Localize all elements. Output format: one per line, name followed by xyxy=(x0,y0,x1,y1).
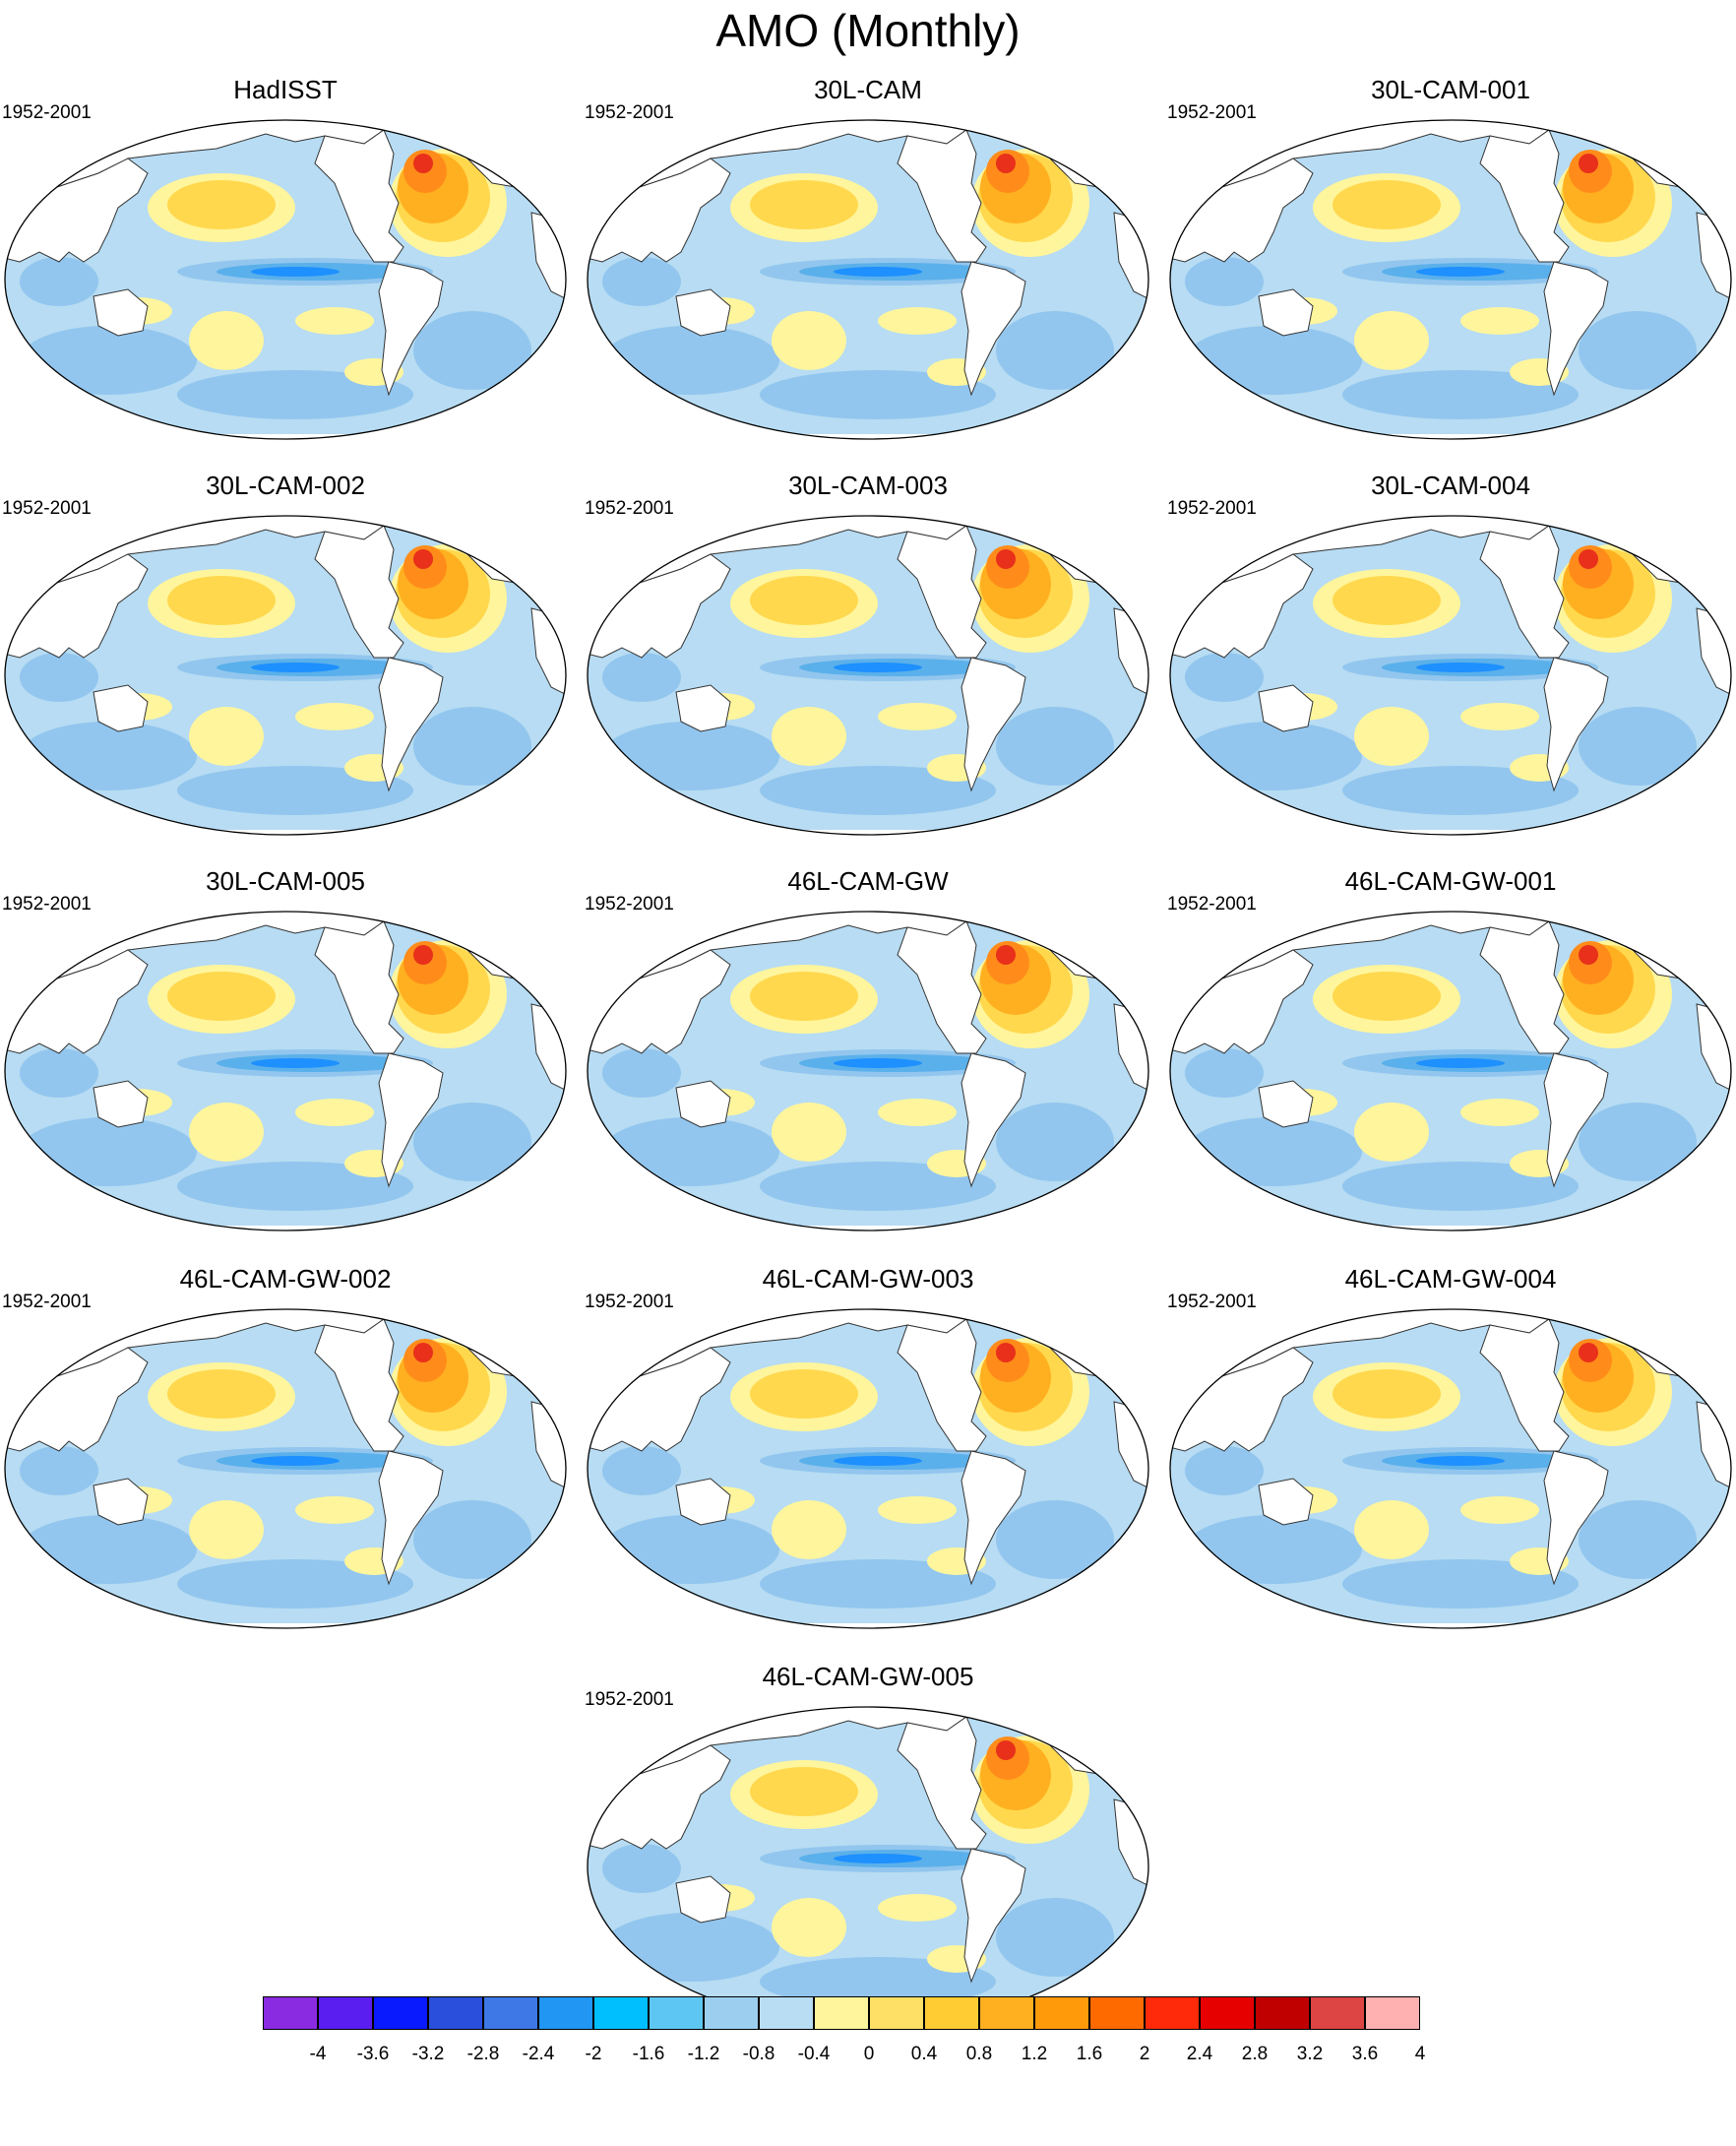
ocean-map xyxy=(1169,515,1732,836)
panel-title: 46L-CAM-GW-005 xyxy=(762,1662,974,1691)
panel-title: 30L-CAM-003 xyxy=(788,471,948,500)
colorbar-tick-label: 3.6 xyxy=(1351,2044,1379,2064)
colorbar-swatch xyxy=(979,1996,1034,2030)
panel-title: 30L-CAM-001 xyxy=(1371,75,1530,104)
panel-period: 1952-2001 xyxy=(585,498,674,519)
colorbar-tick-label: 2.4 xyxy=(1186,2044,1213,2064)
colorbar-swatch xyxy=(538,1996,593,2030)
ocean-map xyxy=(4,119,567,440)
colorbar-swatch xyxy=(814,1996,869,2030)
map-panel: HadISST 1952-2001 xyxy=(0,75,571,471)
colorbar-tick-label: -1.6 xyxy=(632,2044,665,2064)
colorbar-swatch xyxy=(649,1996,704,2030)
ocean-map xyxy=(587,911,1149,1231)
ocean-map xyxy=(4,911,567,1231)
panel-title: 30L-CAM-005 xyxy=(206,866,365,896)
colorbar-tick-label: -3.6 xyxy=(356,2044,390,2064)
map-panel: 30L-CAM 1952-2001 xyxy=(583,75,1153,471)
map-panel: 30L-CAM-002 1952-2001 xyxy=(0,471,571,866)
colorbar-tick-label: -1.2 xyxy=(687,2044,720,2064)
colorbar-swatch xyxy=(483,1996,538,2030)
panel-title: 46L-CAM-GW-002 xyxy=(179,1264,392,1294)
colorbar-tick-label: 0.8 xyxy=(965,2044,993,2064)
colorbar-swatch xyxy=(318,1996,373,2030)
colorbar-swatch xyxy=(759,1996,814,2030)
figure-title: AMO (Monthly) xyxy=(715,5,1021,56)
ocean-map xyxy=(587,1706,1149,2027)
panel-title: 30L-CAM-002 xyxy=(206,471,365,500)
colorbar-tick-label: 1.6 xyxy=(1076,2044,1103,2064)
panel-period: 1952-2001 xyxy=(585,1292,674,1312)
panel-title: 46L-CAM-GW-003 xyxy=(762,1264,974,1294)
colorbar-tick-label: -2.4 xyxy=(522,2044,555,2064)
panel-period: 1952-2001 xyxy=(1167,498,1257,519)
map-panel: 46L-CAM-GW-004 1952-2001 xyxy=(1165,1264,1736,1660)
colorbar-tick-label: 4 xyxy=(1414,2044,1426,2064)
colorbar-swatch xyxy=(704,1996,759,2030)
colorbar-tick-label: -0.8 xyxy=(742,2044,775,2064)
colorbar-swatch xyxy=(373,1996,428,2030)
colorbar-tick-label: -0.4 xyxy=(797,2044,831,2064)
colorbar-swatch xyxy=(869,1996,924,2030)
colorbar-swatch xyxy=(1310,1996,1365,2030)
colorbar-tick-label: 2.8 xyxy=(1241,2044,1269,2064)
colorbar-tick-label: 0.4 xyxy=(910,2044,938,2064)
panel-period: 1952-2001 xyxy=(2,498,92,519)
colorbar-tick-label: -3.2 xyxy=(411,2044,445,2064)
panel-period: 1952-2001 xyxy=(1167,1292,1257,1312)
map-panel: 46L-CAM-GW 1952-2001 xyxy=(583,866,1153,1262)
colorbar-swatch xyxy=(1200,1996,1255,2030)
panel-period: 1952-2001 xyxy=(2,894,92,915)
map-panel: 30L-CAM-001 1952-2001 xyxy=(1165,75,1736,471)
map-panel: 46L-CAM-GW-003 1952-2001 xyxy=(583,1264,1153,1660)
colorbar-swatch xyxy=(1255,1996,1310,2030)
ocean-map xyxy=(1169,119,1732,440)
colorbar-tick-label: 0 xyxy=(863,2044,875,2064)
map-panel: 30L-CAM-005 1952-2001 xyxy=(0,866,571,1262)
ocean-map xyxy=(587,119,1149,440)
panel-period: 1952-2001 xyxy=(1167,102,1257,123)
map-panel: 30L-CAM-004 1952-2001 xyxy=(1165,471,1736,866)
colorbar-swatch xyxy=(263,1996,318,2030)
colorbar-tick-label: 3.2 xyxy=(1296,2044,1324,2064)
ocean-map xyxy=(1169,1308,1732,1629)
colorbar-swatch xyxy=(428,1996,483,2030)
ocean-map xyxy=(4,515,567,836)
ocean-map xyxy=(4,1308,567,1629)
colorbar-swatch xyxy=(1365,1996,1420,2030)
panel-title: 46L-CAM-GW xyxy=(787,866,949,896)
panel-title: 46L-CAM-GW-001 xyxy=(1344,866,1557,896)
map-panel: 46L-CAM-GW-005 1952-2001 xyxy=(583,1662,1153,2057)
colorbar-tick-label: 1.2 xyxy=(1021,2044,1048,2064)
panel-title: HadISST xyxy=(233,75,338,104)
panel-period: 1952-2001 xyxy=(2,102,92,123)
ocean-map xyxy=(587,515,1149,836)
map-panel: 46L-CAM-GW-002 1952-2001 xyxy=(0,1264,571,1660)
colorbar-swatch xyxy=(1089,1996,1145,2030)
panel-period: 1952-2001 xyxy=(1167,894,1257,915)
colorbar-swatch xyxy=(924,1996,979,2030)
map-panel: 30L-CAM-003 1952-2001 xyxy=(583,471,1153,866)
panel-title: 46L-CAM-GW-004 xyxy=(1344,1264,1557,1294)
panel-period: 1952-2001 xyxy=(2,1292,92,1312)
panel-period: 1952-2001 xyxy=(585,1689,674,1710)
colorbar-tick-label: -2.8 xyxy=(466,2044,500,2064)
colorbar xyxy=(263,1996,1468,2032)
colorbar-swatch xyxy=(1034,1996,1089,2030)
panel-title: 30L-CAM-004 xyxy=(1371,471,1530,500)
colorbar-tick-label: 2 xyxy=(1139,2044,1150,2064)
panel-title: 30L-CAM xyxy=(814,75,922,104)
panel-period: 1952-2001 xyxy=(585,894,674,915)
ocean-map xyxy=(1169,911,1732,1231)
colorbar-tick-label: -4 xyxy=(309,2044,327,2064)
colorbar-tick-label: -2 xyxy=(585,2044,602,2064)
panel-period: 1952-2001 xyxy=(585,102,674,123)
colorbar-swatch xyxy=(1145,1996,1200,2030)
map-panel: 46L-CAM-GW-001 1952-2001 xyxy=(1165,866,1736,1262)
colorbar-swatch xyxy=(593,1996,649,2030)
ocean-map xyxy=(587,1308,1149,1629)
